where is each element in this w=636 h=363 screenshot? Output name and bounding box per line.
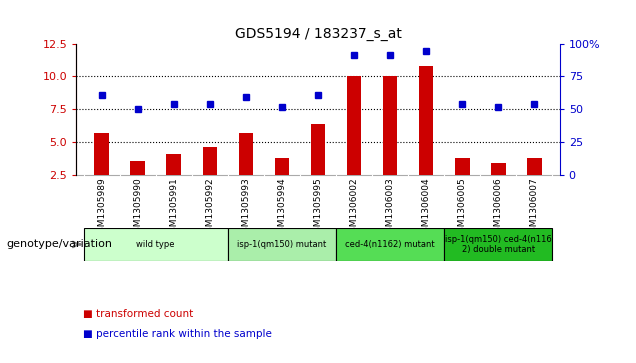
Text: isp-1(qm150) mutant: isp-1(qm150) mutant: [237, 240, 326, 249]
Bar: [445, 228, 553, 261]
Bar: [311, 124, 325, 175]
Bar: [347, 77, 361, 175]
Text: GSM1306007: GSM1306007: [530, 178, 539, 238]
Bar: [336, 228, 445, 261]
Bar: [455, 158, 469, 175]
Text: GSM1305991: GSM1305991: [169, 178, 178, 238]
Text: GSM1305989: GSM1305989: [97, 178, 106, 238]
Text: GSM1305990: GSM1305990: [133, 178, 142, 238]
Text: GSM1305995: GSM1305995: [314, 178, 322, 238]
Bar: [130, 160, 145, 175]
Bar: [94, 133, 109, 175]
Bar: [419, 66, 433, 175]
Bar: [203, 147, 217, 175]
Text: GSM1306002: GSM1306002: [350, 178, 359, 238]
Bar: [527, 158, 542, 175]
Text: ced-4(n1162) mutant: ced-4(n1162) mutant: [345, 240, 435, 249]
Text: GSM1305994: GSM1305994: [277, 178, 286, 238]
Text: genotype/variation: genotype/variation: [6, 240, 113, 249]
Bar: [275, 158, 289, 175]
Text: GSM1305992: GSM1305992: [205, 178, 214, 238]
Text: ■ percentile rank within the sample: ■ percentile rank within the sample: [83, 329, 272, 339]
Text: GSM1306006: GSM1306006: [494, 178, 503, 238]
Bar: [167, 154, 181, 175]
Text: GSM1306004: GSM1306004: [422, 178, 431, 238]
Text: isp-1(qm150) ced-4(n116
2) double mutant: isp-1(qm150) ced-4(n116 2) double mutant: [445, 235, 552, 254]
Text: GSM1306003: GSM1306003: [385, 178, 395, 238]
Text: ■ transformed count: ■ transformed count: [83, 309, 193, 319]
Text: GSM1306005: GSM1306005: [458, 178, 467, 238]
Text: wild type: wild type: [137, 240, 175, 249]
Title: GDS5194 / 183237_s_at: GDS5194 / 183237_s_at: [235, 27, 401, 41]
Bar: [238, 133, 253, 175]
Bar: [383, 77, 398, 175]
Bar: [83, 228, 228, 261]
Text: GSM1305993: GSM1305993: [241, 178, 251, 238]
Bar: [228, 228, 336, 261]
Bar: [491, 163, 506, 175]
